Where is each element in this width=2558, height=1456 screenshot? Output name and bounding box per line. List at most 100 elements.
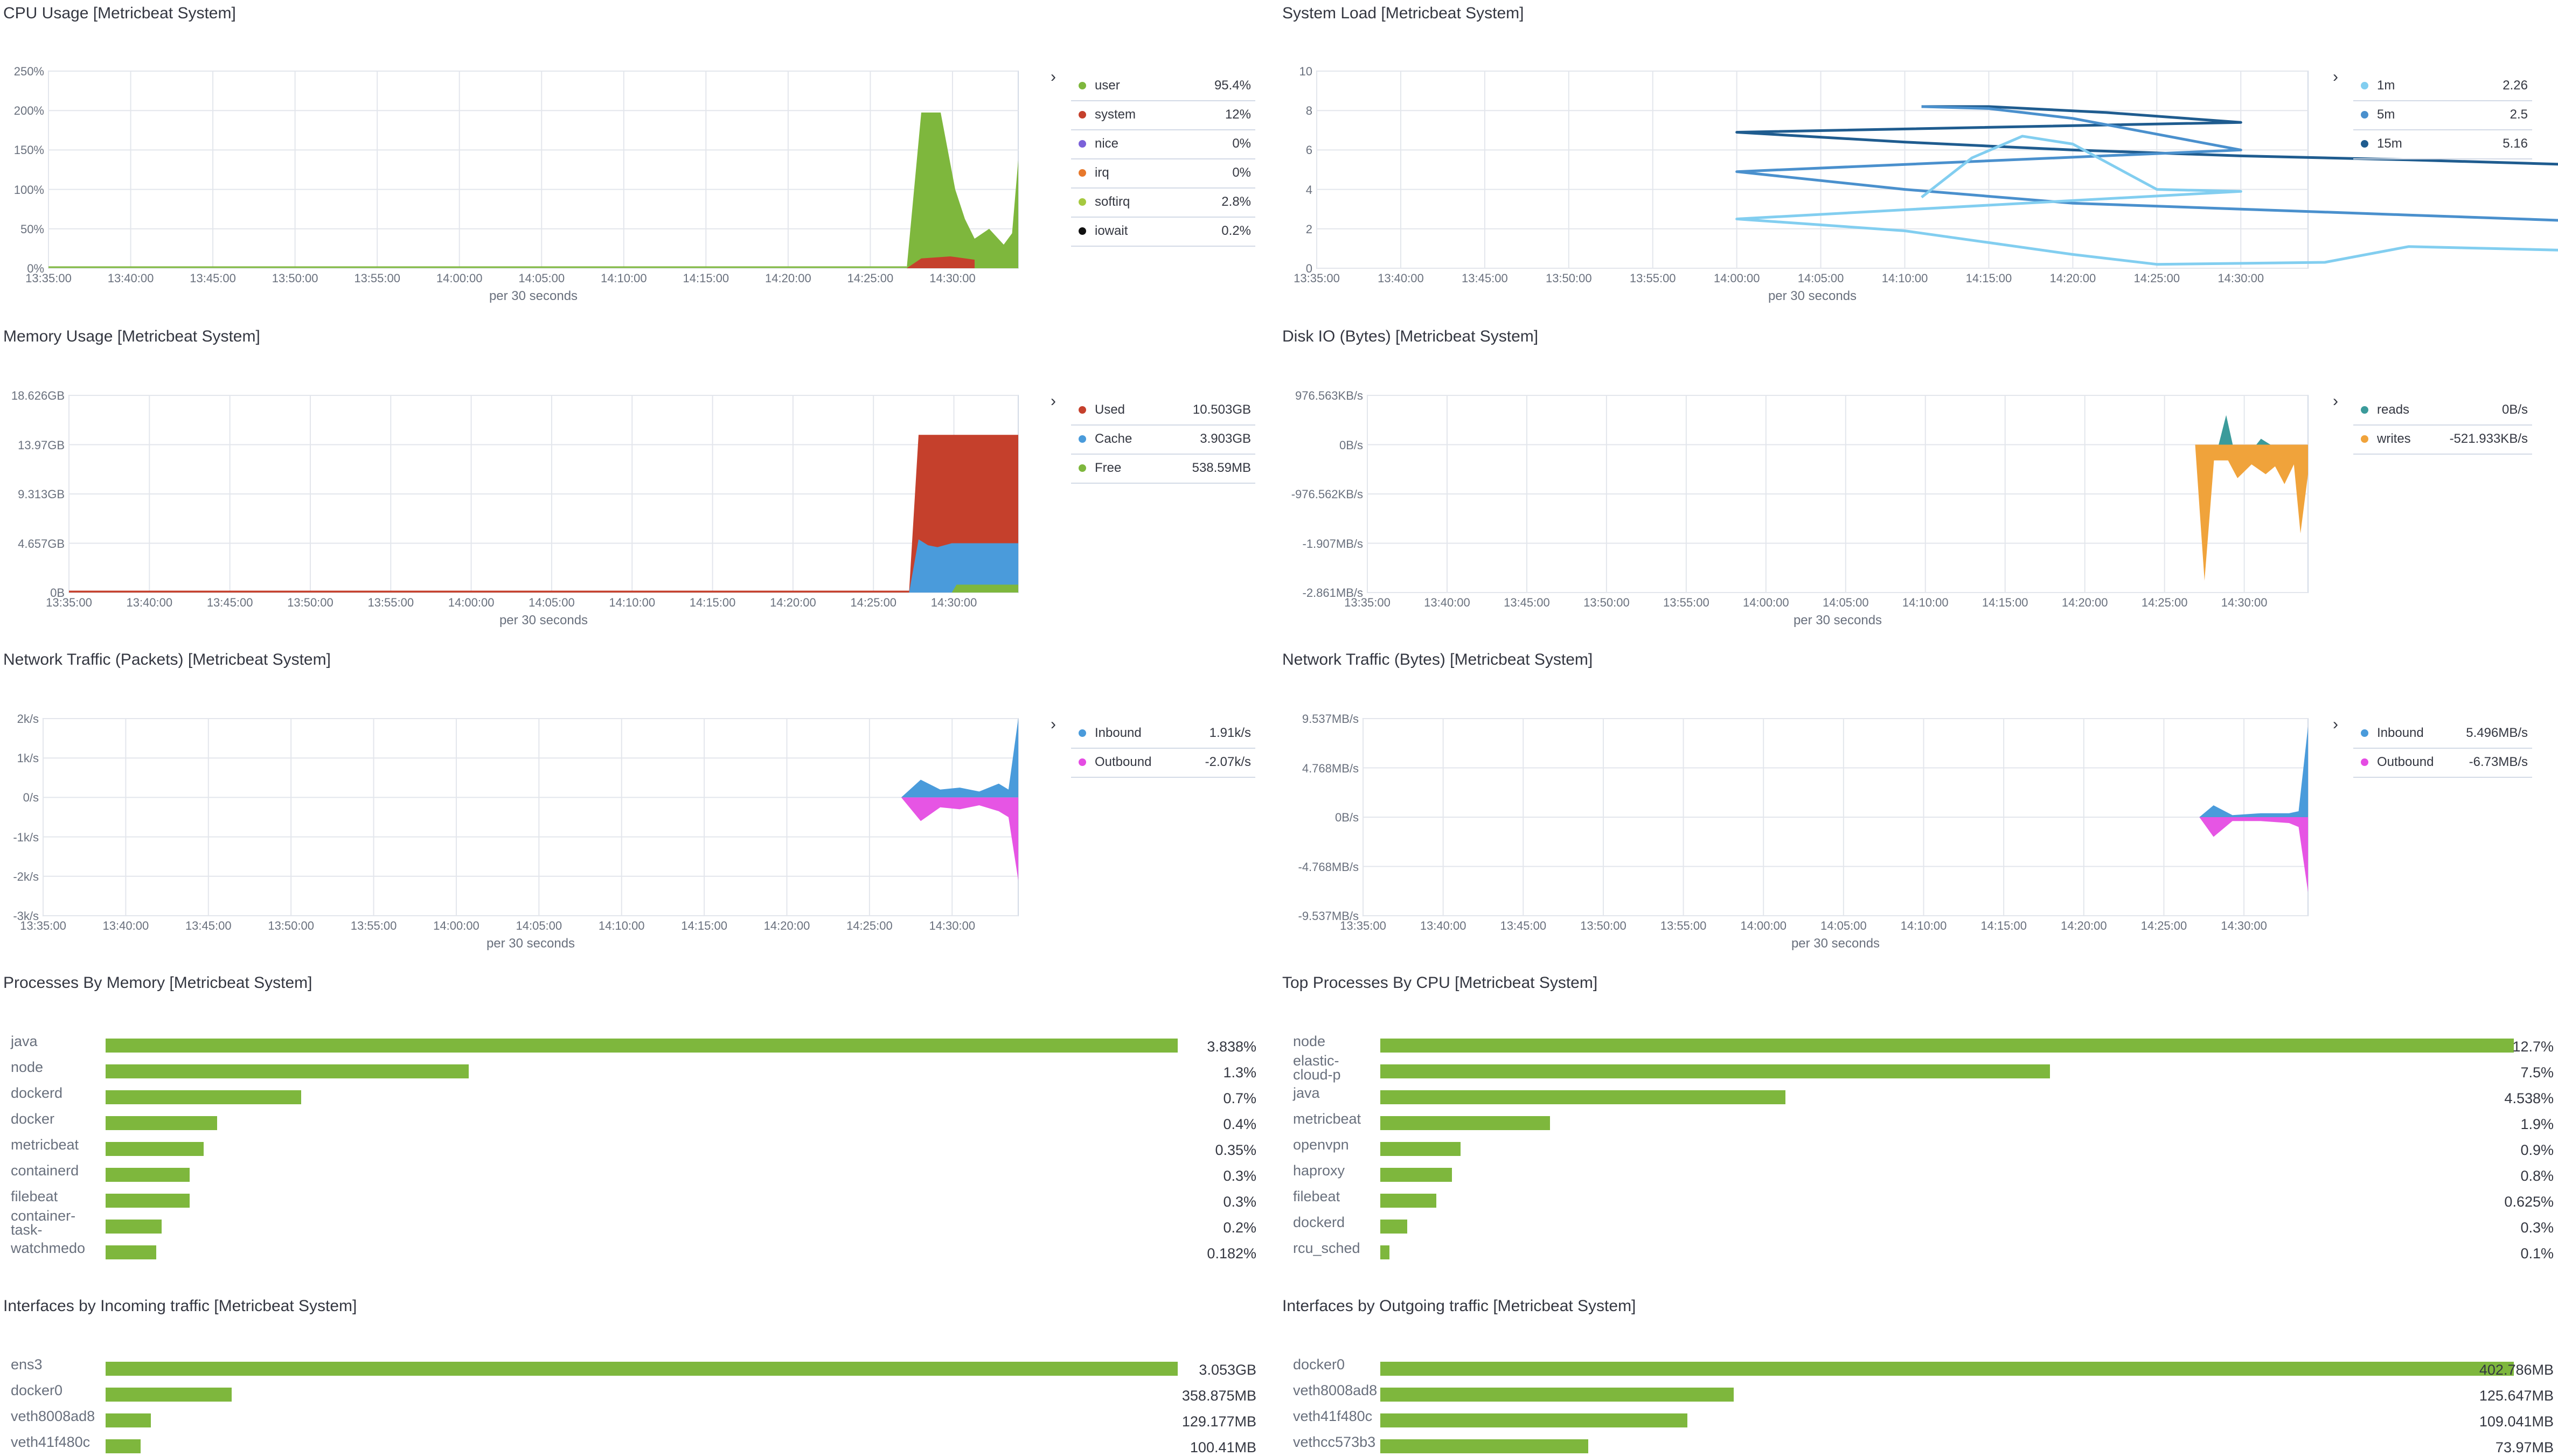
legend-item[interactable]: Cache 3.903GB [1071, 424, 1255, 455]
x-tick-label: 13:45:00 [1462, 271, 1508, 285]
x-tick-label: 13:45:00 [206, 596, 253, 609]
legend-item[interactable]: Outbound -6.73MB/s [2353, 748, 2532, 778]
x-tick-label: 14:10:00 [1902, 596, 1949, 609]
x-tick-label: 13:55:00 [350, 919, 397, 932]
bar-value-label: 1.3% [1223, 1064, 1256, 1081]
area-series-1 [909, 539, 1018, 593]
x-axis-unit: per 30 seconds [1791, 936, 1880, 951]
legend-label: irq [1095, 165, 1109, 180]
legend-color-dot [2361, 758, 2368, 766]
legend-color-dot [1079, 227, 1086, 235]
bar-value-label: 4.538% [2504, 1090, 2554, 1106]
x-tick-label: 13:35:00 [1294, 271, 1340, 285]
x-tick-label: 13:50:00 [1583, 596, 1630, 609]
x-tick-label: 14:00:00 [436, 271, 483, 285]
y-tick-label: -9.537MB/s [1298, 909, 1359, 923]
x-tick-label: 14:15:00 [1965, 271, 2012, 285]
x-tick-label: 13:55:00 [1660, 919, 1707, 932]
legend-value: 12% [1225, 107, 1251, 122]
y-tick-label: 4.768MB/s [1302, 761, 1359, 775]
bar [106, 1194, 190, 1208]
y-tick-label: 2 [1305, 222, 1312, 236]
x-tick-label: 14:15:00 [1980, 919, 2027, 932]
interfaces-outgoing-chart: docker0 402.786MB veth8008ad8 125.647MB veth… [1279, 1357, 2558, 1456]
legend-toggle-chevron-icon[interactable]: › [1051, 68, 1056, 86]
bar-label: node [11, 1059, 44, 1075]
x-tick-label: 13:40:00 [102, 919, 149, 932]
legend-value: 538.59MB [1192, 461, 1251, 475]
x-axis-unit: per 30 seconds [1768, 289, 1857, 303]
bar-label: dockerd [1293, 1214, 1345, 1230]
y-tick-label: 1k/s [17, 751, 39, 765]
legend-color-dot [2361, 140, 2368, 148]
panel-processes-by-memory: Processes By Memory [Metricbeat System] … [0, 970, 1266, 1293]
bar-label: rcu_sched [1293, 1240, 1360, 1256]
y-tick-label: -976.562KB/s [1291, 487, 1363, 501]
y-tick-label: -1.907MB/s [1302, 537, 1364, 551]
x-tick-label: 13:45:00 [1504, 596, 1550, 609]
legend-value: 5.496MB/s [2466, 726, 2528, 740]
y-tick-label: 0/s [23, 791, 39, 805]
bar [1380, 1090, 1785, 1104]
legend-item[interactable]: writes -521.933KB/s [2353, 424, 2532, 455]
bar-value-label: 1.9% [2520, 1116, 2554, 1132]
y-tick-label: -4.768MB/s [1298, 860, 1359, 874]
legend-item[interactable]: iowait 0.2% [1071, 217, 1255, 247]
area-series-2 [951, 584, 1018, 593]
legend-item[interactable]: softirq 2.8% [1071, 187, 1255, 218]
legend-toggle-chevron-icon[interactable]: › [1051, 715, 1056, 733]
x-tick-label: 13:35:00 [1344, 596, 1391, 609]
legend-color-dot [1079, 729, 1086, 737]
legend-item[interactable]: Inbound 5.496MB/s [2353, 719, 2532, 749]
bar-label: haproxy [1293, 1162, 1345, 1179]
x-tick-label: 14:25:00 [2133, 271, 2180, 285]
x-tick-label: 14:25:00 [846, 919, 893, 932]
legend-color-dot [1079, 169, 1086, 177]
legend-value: 0B/s [2501, 402, 2528, 417]
legend-item[interactable]: Outbound -2.07k/s [1071, 748, 1255, 778]
bar [1380, 1142, 1461, 1156]
legend-item[interactable]: 1m 2.26 [2353, 71, 2532, 101]
disk-io-chart: 13:35:00 13:40:00 13:45:00 13:50:00 13:55:00… [1291, 389, 2309, 628]
legend-item[interactable]: 15m 5.16 [2353, 129, 2532, 159]
bar-label: java [11, 1033, 38, 1049]
legend-color-dot [1079, 464, 1086, 472]
x-tick-label: 14:00:00 [448, 596, 495, 609]
legend-toggle-chevron-icon[interactable]: › [2333, 392, 2338, 410]
legend-toggle-chevron-icon[interactable]: › [1051, 392, 1056, 410]
line-series-5m [1735, 105, 2558, 222]
legend-item[interactable]: reads 0B/s [2353, 395, 2532, 426]
plot-border [48, 71, 1019, 269]
legend-value: -521.933KB/s [2449, 431, 2528, 446]
legend-item[interactable]: nice 0% [1071, 129, 1255, 159]
bar-value-label: 0.182% [1207, 1245, 1256, 1262]
panel-memory-usage: Memory Usage [Metricbeat System] 13:35:0… [0, 323, 1266, 646]
bar-value-label: 0.9% [2520, 1142, 2554, 1158]
x-tick-label: 14:05:00 [518, 271, 565, 285]
legend-item[interactable]: user 95.4% [1071, 71, 1255, 101]
legend-toggle-chevron-icon[interactable]: › [2333, 68, 2338, 86]
bar [106, 1168, 190, 1182]
legend-item[interactable]: irq 0% [1071, 158, 1255, 189]
area-series-1 [901, 797, 1018, 881]
legend-value: -6.73MB/s [2469, 755, 2528, 769]
x-tick-label: 13:40:00 [107, 271, 154, 285]
legend-item[interactable]: Used 10.503GB [1071, 395, 1255, 426]
legend-item[interactable]: Inbound 1.91k/s [1071, 719, 1255, 749]
legend-color-dot [1079, 111, 1086, 119]
bar-value-label: 0.625% [2504, 1194, 2554, 1210]
bar [106, 1439, 141, 1453]
bar-label: vethcc573b3 [1293, 1434, 1376, 1450]
legend-toggle-chevron-icon[interactable]: › [2333, 715, 2338, 733]
cpu-usage-chart: 13:35:00 13:40:00 13:45:00 13:50:00 13:55:00… [14, 65, 1019, 303]
legend-item[interactable]: Free 538.59MB [1071, 454, 1255, 484]
legend-item[interactable]: 5m 2.5 [2353, 100, 2532, 130]
legend-item[interactable]: system 12% [1071, 100, 1255, 130]
panel-title: Interfaces by Incoming traffic [Metricbe… [3, 1297, 357, 1315]
bar [1380, 1413, 1687, 1427]
panel-system-load: System Load [Metricbeat System] 13:35:00… [1279, 0, 2558, 323]
bar-value-label: 0.4% [1223, 1116, 1256, 1132]
area-series-0 [69, 435, 1018, 593]
y-tick-label: -1k/s [13, 830, 39, 844]
bar-value-label: 129.177MB [1181, 1413, 1256, 1430]
